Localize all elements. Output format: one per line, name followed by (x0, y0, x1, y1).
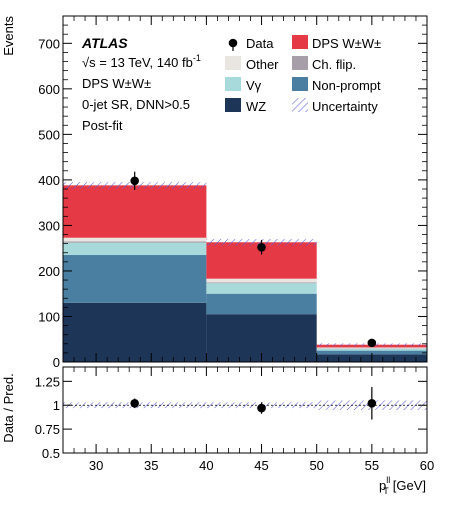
legend-label-uncertainty: Uncertainty (312, 99, 378, 114)
legend-item-vgamma: Vγ (225, 77, 262, 93)
x-axis-label-unit: [GeV] (393, 478, 426, 493)
x-tick-label: 45 (254, 458, 268, 473)
bar-other-bin-0 (63, 237, 207, 242)
main-panel: 0 100 200 300 400 500 600 700 Events ATLAS √s =… (1, 15, 428, 370)
data-point-2 (367, 338, 377, 348)
main-y-tick-label: 0 (53, 355, 60, 370)
bar-wz-bin-0 (63, 302, 207, 362)
x-axis-label-sub: T (383, 486, 389, 496)
ratio-point-2 (367, 399, 377, 408)
legend-swatch-other (225, 56, 241, 70)
energy-lumi-label: √s = 13 TeV, 140 fb-1 (82, 53, 201, 70)
ratio-points (130, 387, 377, 420)
atlas-label: ATLAS (81, 35, 128, 51)
legend-swatch-uncertainty (292, 98, 308, 112)
bar-ch-flip--bin-0 (63, 241, 207, 243)
x-tick-label: 40 (199, 458, 213, 473)
bar-non-prompt-bin-1 (206, 293, 317, 315)
legend-data-marker (228, 38, 238, 48)
data-point-1 (257, 242, 266, 252)
x-axis-ticks: 30 35 40 45 50 55 60 (73, 367, 434, 473)
legend-label-other: Other (246, 57, 279, 72)
main-y-axis-ticks: 0 100 200 300 400 500 600 700 (38, 15, 428, 370)
main-y-tick-label: 700 (38, 36, 60, 51)
legend-swatch-vgamma (225, 77, 241, 91)
legend-item-chflip: Ch. flip. (292, 56, 356, 72)
bar-dps-w-w--bin-0 (63, 185, 207, 238)
x-tick-label: 60 (420, 458, 434, 473)
x-axis-label: pll T [GeV] (379, 475, 426, 496)
ratio-y-tick-label: 0.5 (42, 446, 60, 461)
legend-swatch-chflip (292, 56, 308, 70)
main-y-tick-label: 200 (38, 264, 60, 279)
legend-item-dps: DPS W±W± (292, 35, 381, 51)
ratio-y-axis-ticks: 0.5 0.75 1 1.25 (35, 374, 427, 461)
ratio-y-tick-label: 0.75 (35, 422, 60, 437)
energy-lumi-text: √s = 13 TeV, 140 fb (82, 55, 193, 70)
legend-label-wz: WZ (246, 99, 266, 114)
main-y-axis-label: Events (1, 16, 16, 56)
legend-label-nonprompt: Non-prompt (312, 78, 381, 93)
energy-lumi-exponent: -1 (193, 53, 201, 63)
legend-item-data: Data (228, 36, 274, 51)
x-tick-label: 30 (89, 458, 103, 473)
main-y-tick-label: 600 (38, 82, 60, 97)
data-point-0 (130, 176, 139, 186)
main-y-tick-label: 100 (38, 309, 60, 324)
bar-v--bin-0 (63, 242, 207, 256)
region-label: 0-jet SR, DNN>0.5 (82, 97, 190, 112)
ratio-y-tick-label: 1.25 (35, 374, 60, 389)
bar-non-prompt-bin-0 (63, 255, 207, 303)
bar-other-bin-1 (206, 278, 317, 283)
legend-label-data: Data (246, 36, 274, 51)
legend-item-other: Other (225, 56, 279, 72)
legend-item-nonprompt: Non-prompt (292, 77, 381, 93)
legend-label-chflip: Ch. flip. (312, 57, 356, 72)
stacked-bars (63, 185, 427, 362)
fit-label: Post-fit (82, 118, 123, 133)
x-tick-label: 35 (144, 458, 158, 473)
legend-label-dps: DPS W±W± (312, 36, 381, 51)
legend-swatch-wz (225, 98, 241, 112)
bar-other-bin-2 (316, 347, 427, 349)
main-y-tick-label: 300 (38, 218, 60, 233)
data-points (130, 171, 377, 348)
legend: Data DPS W±W± Other Ch. flip. Vγ Non-pro… (225, 35, 381, 114)
bar-v--bin-2 (316, 348, 427, 351)
legend-swatch-nonprompt (292, 77, 308, 91)
ratio-y-tick-label: 1 (53, 398, 60, 413)
legend-label-vgamma: Vγ (246, 78, 262, 93)
bar-non-prompt-bin-2 (316, 350, 427, 355)
x-axis-label-sup: ll (386, 475, 390, 485)
legend-item-uncertainty: Uncertainty (292, 98, 378, 114)
ratio-plot-frame (62, 366, 428, 454)
bar-ch-flip--bin-1 (206, 282, 317, 284)
ratio-point-0 (130, 399, 139, 408)
ratio-panel: 0.5 0.75 1 1.25 30 35 40 45 50 55 60 Data / Pred.… (1, 366, 434, 496)
process-label: DPS W±W± (82, 76, 151, 91)
ratio-y-axis-label: Data / Pred. (1, 373, 16, 442)
legend-swatch-dps (292, 35, 308, 49)
main-y-tick-label: 400 (38, 173, 60, 188)
ratio-point-1 (257, 403, 266, 413)
main-y-tick-label: 500 (38, 127, 60, 142)
bar-v--bin-1 (206, 283, 317, 294)
legend-item-wz: WZ (225, 98, 266, 114)
x-axis-label-main: p (379, 478, 386, 493)
x-tick-label: 50 (309, 458, 323, 473)
x-tick-label: 55 (365, 458, 379, 473)
